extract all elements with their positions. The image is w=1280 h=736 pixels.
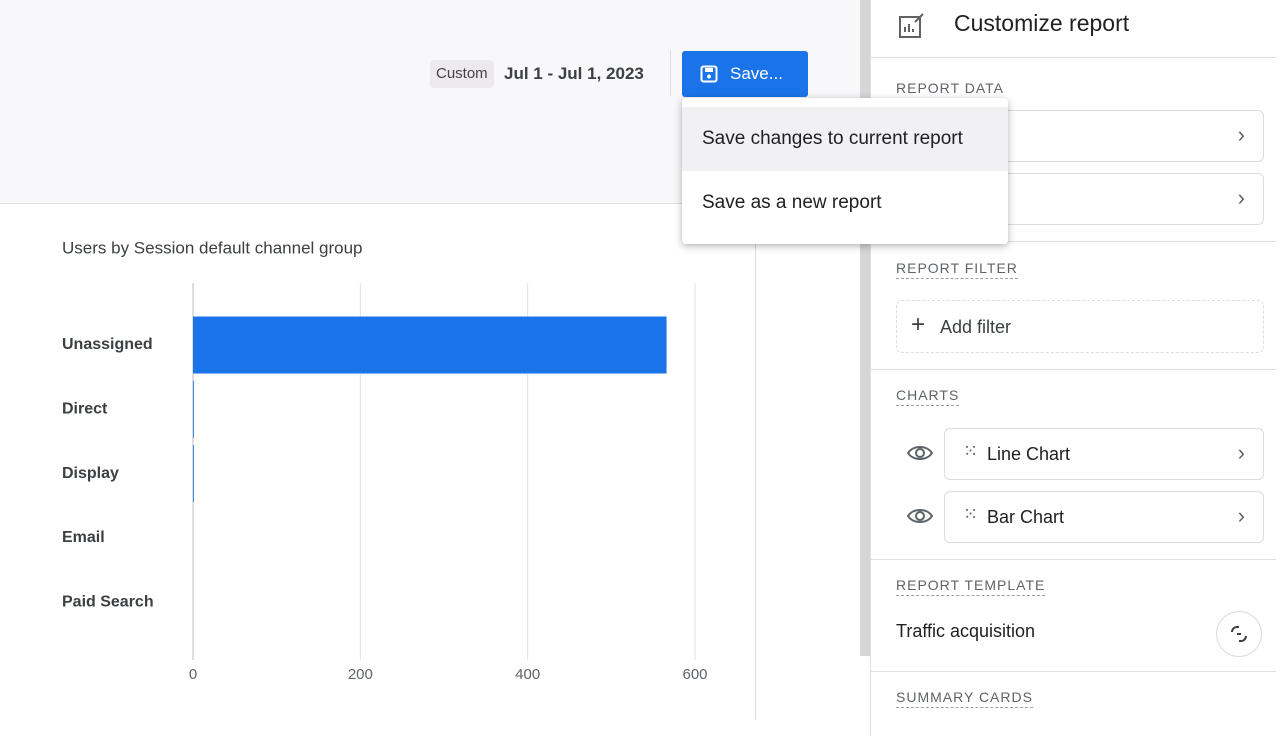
date-range[interactable]: Jul 1 - Jul 1, 2023 — [504, 64, 644, 83]
bar — [193, 445, 194, 503]
x-tick-label: 200 — [348, 666, 373, 683]
menu-item[interactable]: Save as a new report — [702, 192, 882, 213]
visibility-icon[interactable] — [906, 506, 934, 526]
x-tick-label: 400 — [515, 666, 540, 683]
chart-item[interactable]: ⁙ Line Chart › — [944, 428, 1264, 480]
divider — [755, 204, 756, 720]
y-tick-label: Email — [62, 529, 105, 546]
add-filter[interactable]: + Add filter — [896, 300, 1264, 353]
divider — [870, 57, 1276, 58]
save-label: Save... — [730, 64, 783, 83]
section-title: REPORT DATA — [896, 80, 1004, 96]
divider — [870, 559, 1276, 560]
bar — [193, 316, 667, 374]
section-title: CHARTS — [896, 387, 960, 406]
y-tick-label: Display — [62, 465, 119, 482]
section-title: REPORT TEMPLATE — [896, 577, 1046, 596]
chart-item-label: Line Chart — [987, 444, 1071, 464]
date-chip[interactable]: Custom — [430, 60, 494, 88]
separator — [670, 50, 671, 96]
divider — [870, 369, 1276, 370]
chart-item[interactable]: ⁙ Bar Chart › — [944, 491, 1264, 543]
menu-item[interactable]: Save changes to current report — [682, 107, 1008, 171]
scrollbar[interactable] — [860, 0, 870, 656]
section-title: REPORT FILTER — [896, 260, 1018, 279]
x-tick-label: 0 — [189, 666, 197, 683]
y-tick-label: Paid Search — [62, 593, 154, 610]
panel-title: Customize report — [954, 10, 1130, 36]
section-title: SUMMARY CARDS — [896, 689, 1033, 708]
visibility-icon[interactable] — [906, 443, 934, 463]
y-tick-label: Direct — [62, 401, 108, 418]
chart-item-label: Bar Chart — [987, 507, 1065, 527]
add-filter-label: Add filter — [940, 317, 1012, 337]
y-tick-label: Unassigned — [62, 336, 153, 353]
divider — [870, 241, 1276, 242]
divider — [870, 671, 1276, 672]
bar-chart: Users by Session default channel group 0… — [62, 238, 708, 683]
chart-title: Users by Session default channel group — [62, 238, 363, 257]
template-name: Traffic acquisition — [896, 621, 1036, 641]
save-icon — [700, 65, 718, 83]
bar — [193, 380, 194, 438]
save-menu: Save changes to current report Save as a… — [682, 98, 1008, 244]
x-tick-label: 600 — [682, 666, 707, 683]
unlink-button[interactable] — [1216, 611, 1262, 657]
edit-icon — [899, 13, 924, 38]
save-button[interactable]: Save... — [682, 51, 808, 97]
